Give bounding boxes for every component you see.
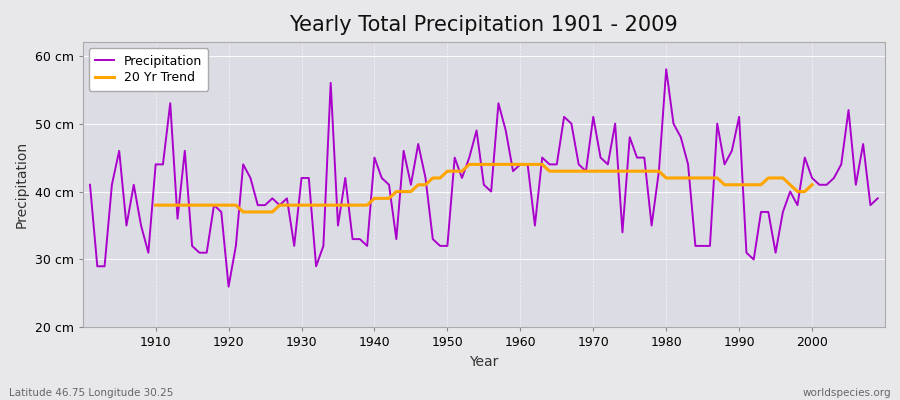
Y-axis label: Precipitation: Precipitation [15, 141, 29, 228]
Precipitation [609, 121, 620, 126]
Text: worldspecies.org: worldspecies.org [803, 388, 891, 398]
Precipitation [143, 250, 154, 255]
Precipitation [223, 284, 234, 289]
X-axis label: Year: Year [469, 355, 499, 369]
20 Yr Trend [230, 203, 241, 208]
Precipitation [85, 182, 95, 187]
Precipitation [515, 162, 526, 167]
20 Yr Trend [238, 210, 248, 214]
Title: Yearly Total Precipitation 1901 - 2009: Yearly Total Precipitation 1901 - 2009 [290, 15, 679, 35]
Precipitation [310, 264, 321, 269]
20 Yr Trend [719, 182, 730, 187]
20 Yr Trend [806, 182, 817, 187]
Text: Latitude 46.75 Longitude 30.25: Latitude 46.75 Longitude 30.25 [9, 388, 174, 398]
Line: Precipitation: Precipitation [90, 69, 878, 287]
Precipitation [661, 67, 671, 72]
20 Yr Trend [325, 203, 336, 208]
Legend: Precipitation, 20 Yr Trend: Precipitation, 20 Yr Trend [89, 48, 209, 91]
Line: 20 Yr Trend: 20 Yr Trend [156, 164, 812, 212]
20 Yr Trend [544, 169, 555, 174]
Precipitation [522, 162, 533, 167]
20 Yr Trend [310, 203, 321, 208]
20 Yr Trend [150, 203, 161, 208]
Precipitation [355, 237, 365, 242]
Precipitation [872, 196, 883, 201]
20 Yr Trend [799, 189, 810, 194]
20 Yr Trend [464, 162, 474, 167]
